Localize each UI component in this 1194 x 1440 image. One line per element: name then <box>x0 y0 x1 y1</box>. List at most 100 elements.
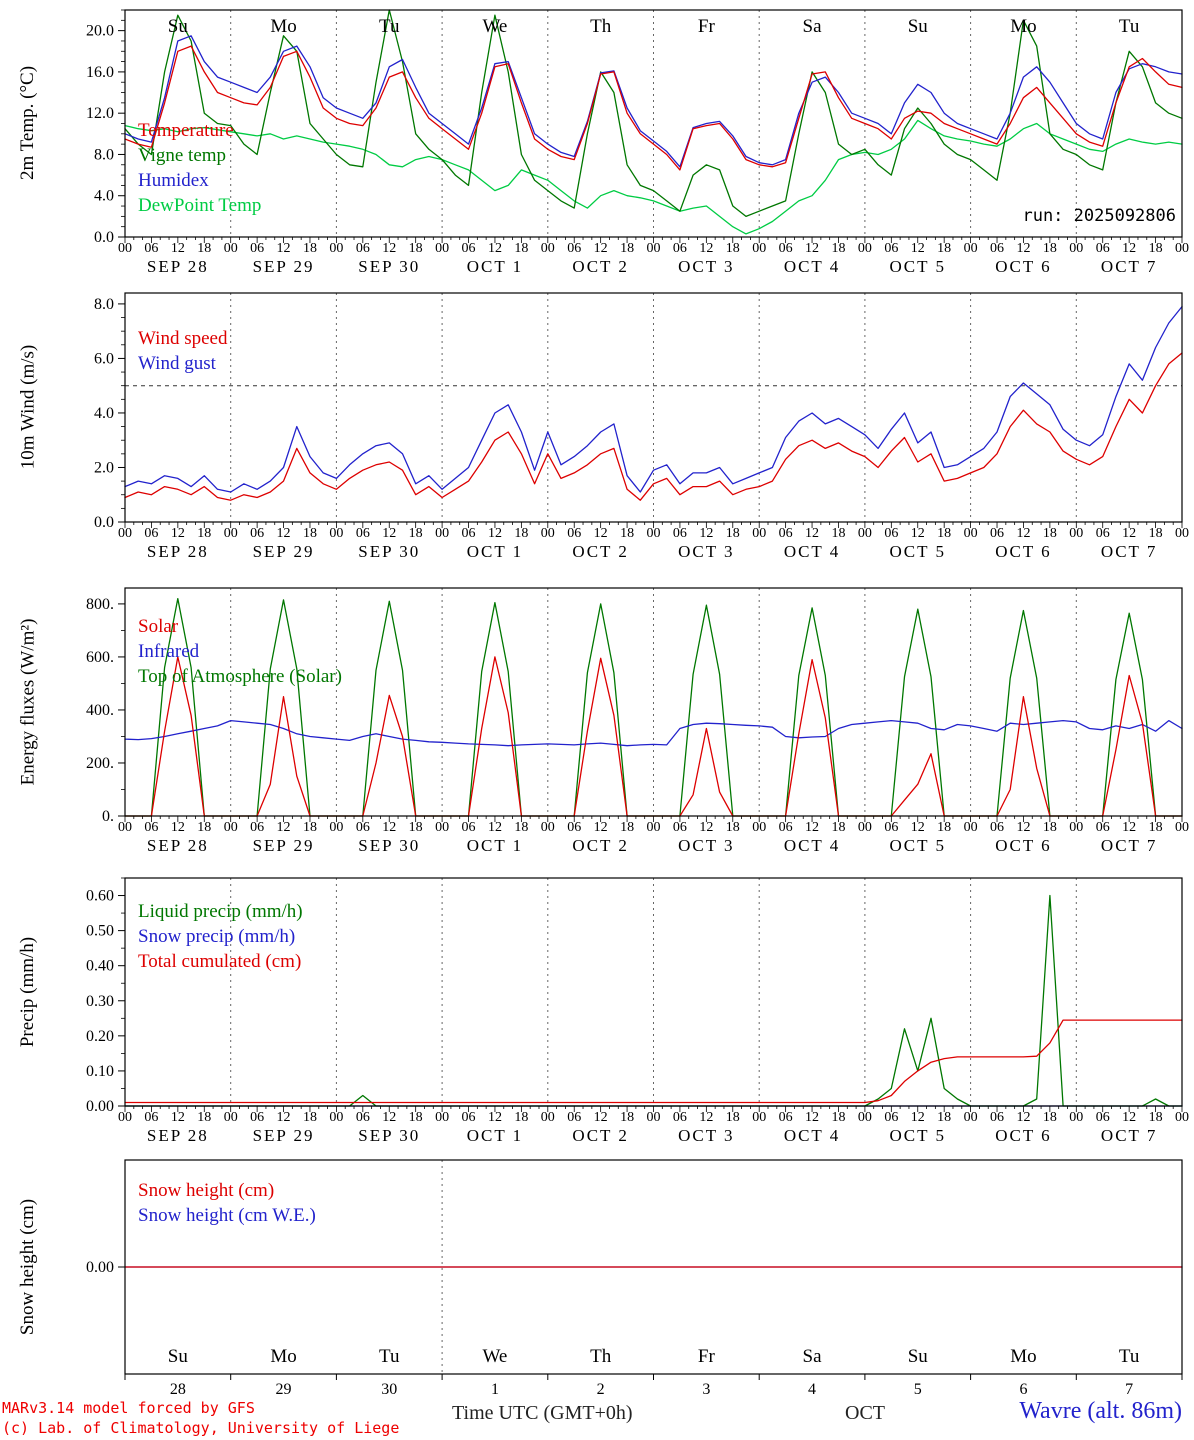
svg-text:4.0: 4.0 <box>94 188 114 205</box>
credit-line-1: MARv3.14 model forced by GFS <box>2 1399 255 1417</box>
svg-text:00: 00 <box>224 1110 238 1125</box>
svg-text:06: 06 <box>779 526 793 541</box>
svg-text:18: 18 <box>1043 820 1057 835</box>
svg-text:OCT 1: OCT 1 <box>467 1126 523 1145</box>
svg-text:1: 1 <box>491 1381 499 1398</box>
svg-text:OCT 4: OCT 4 <box>784 1126 840 1145</box>
svg-text:00: 00 <box>118 820 132 835</box>
svg-text:06: 06 <box>356 1110 370 1125</box>
legend-wind-gust: Wind gust <box>138 353 216 374</box>
svg-text:0.: 0. <box>102 808 114 825</box>
svg-text:18: 18 <box>197 820 211 835</box>
svg-text:6.0: 6.0 <box>94 350 114 367</box>
svg-text:18: 18 <box>726 526 740 541</box>
svg-text:0.00: 0.00 <box>86 1259 114 1276</box>
svg-text:00: 00 <box>329 820 343 835</box>
svg-text:18: 18 <box>937 526 951 541</box>
svg-text:06: 06 <box>250 526 264 541</box>
svg-text:800.: 800. <box>86 596 114 613</box>
svg-text:06: 06 <box>990 1110 1004 1125</box>
svg-text:06: 06 <box>673 820 687 835</box>
svg-text:00: 00 <box>329 241 343 256</box>
svg-text:06: 06 <box>884 241 898 256</box>
svg-text:12: 12 <box>594 1110 608 1125</box>
svg-text:18: 18 <box>409 1110 423 1125</box>
svg-text:18: 18 <box>937 1110 951 1125</box>
svg-text:12: 12 <box>1122 241 1136 256</box>
svg-text:0.0: 0.0 <box>94 514 114 531</box>
svg-text:00: 00 <box>647 526 661 541</box>
svg-text:OCT 5: OCT 5 <box>890 257 946 276</box>
svg-text:06: 06 <box>250 1110 264 1125</box>
svg-text:12: 12 <box>594 241 608 256</box>
svg-text:06: 06 <box>462 820 476 835</box>
svg-text:0.60: 0.60 <box>86 888 114 905</box>
svg-text:Fr: Fr <box>698 16 716 37</box>
svg-text:18: 18 <box>620 1110 634 1125</box>
svg-text:18: 18 <box>831 526 845 541</box>
svg-text:12: 12 <box>1016 526 1030 541</box>
svg-text:12: 12 <box>699 1110 713 1125</box>
svg-text:OCT 4: OCT 4 <box>784 257 840 276</box>
svg-text:29: 29 <box>276 1381 292 1398</box>
svg-text:00: 00 <box>541 526 555 541</box>
svg-text:OCT 5: OCT 5 <box>890 542 946 561</box>
svg-text:06: 06 <box>462 241 476 256</box>
svg-text:12: 12 <box>1122 1110 1136 1125</box>
svg-text:12: 12 <box>1122 820 1136 835</box>
svg-text:Su: Su <box>908 16 929 37</box>
svg-text:12: 12 <box>699 526 713 541</box>
svg-text:06: 06 <box>1096 526 1110 541</box>
svg-text:00: 00 <box>858 241 872 256</box>
svg-text:Th: Th <box>590 16 612 37</box>
svg-text:06: 06 <box>462 526 476 541</box>
svg-text:00: 00 <box>647 820 661 835</box>
svg-text:06: 06 <box>567 526 581 541</box>
legend-liquid-precip: Liquid precip (mm/h) <box>138 901 303 922</box>
run-label: run: 2025092806 <box>1022 206 1176 226</box>
svg-text:18: 18 <box>303 526 317 541</box>
svg-text:00: 00 <box>647 241 661 256</box>
svg-text:2: 2 <box>597 1381 605 1398</box>
svg-text:06: 06 <box>673 1110 687 1125</box>
svg-text:OCT 7: OCT 7 <box>1101 542 1157 561</box>
y-axis-title-precip: Precip (mm/h) <box>17 936 38 1048</box>
svg-text:OCT 4: OCT 4 <box>784 836 840 855</box>
svg-text:18: 18 <box>303 1110 317 1125</box>
svg-text:00: 00 <box>541 241 555 256</box>
svg-text:6: 6 <box>1019 1381 1027 1398</box>
svg-text:00: 00 <box>1175 820 1189 835</box>
svg-text:Su: Su <box>908 1346 929 1367</box>
svg-text:18: 18 <box>514 241 528 256</box>
svg-text:06: 06 <box>567 1110 581 1125</box>
legend-energy-panel: Solar Infrared Top of Atmosphere (Solar) <box>138 614 342 689</box>
svg-text:00: 00 <box>329 526 343 541</box>
svg-text:18: 18 <box>726 241 740 256</box>
legend-precip-panel: Liquid precip (mm/h) Snow precip (mm/h) … <box>138 899 303 974</box>
model-credit: MARv3.14 model forced by GFS (c) Lab. of… <box>2 1398 399 1438</box>
svg-text:18: 18 <box>409 820 423 835</box>
svg-text:SEP 28: SEP 28 <box>147 542 209 561</box>
svg-text:06: 06 <box>673 526 687 541</box>
svg-text:4: 4 <box>808 1381 816 1398</box>
svg-text:SEP 29: SEP 29 <box>253 257 315 276</box>
svg-text:SEP 28: SEP 28 <box>147 836 209 855</box>
svg-text:12: 12 <box>805 241 819 256</box>
svg-text:12: 12 <box>699 820 713 835</box>
svg-text:12: 12 <box>382 241 396 256</box>
svg-text:12: 12 <box>911 820 925 835</box>
time-axis-label: Time UTC (GMT+0h) <box>452 1402 633 1424</box>
svg-text:06: 06 <box>990 526 1004 541</box>
svg-text:00: 00 <box>541 1110 555 1125</box>
legend-snow-panel: Snow height (cm) Snow height (cm W.E.) <box>138 1178 316 1228</box>
svg-text:Fr: Fr <box>698 1346 716 1367</box>
svg-text:00: 00 <box>541 820 555 835</box>
svg-text:12: 12 <box>805 526 819 541</box>
svg-text:00: 00 <box>118 241 132 256</box>
svg-text:SEP 29: SEP 29 <box>253 836 315 855</box>
svg-text:00: 00 <box>1069 1110 1083 1125</box>
svg-text:00: 00 <box>224 241 238 256</box>
svg-text:06: 06 <box>567 820 581 835</box>
svg-text:06: 06 <box>990 241 1004 256</box>
svg-text:00: 00 <box>435 1110 449 1125</box>
